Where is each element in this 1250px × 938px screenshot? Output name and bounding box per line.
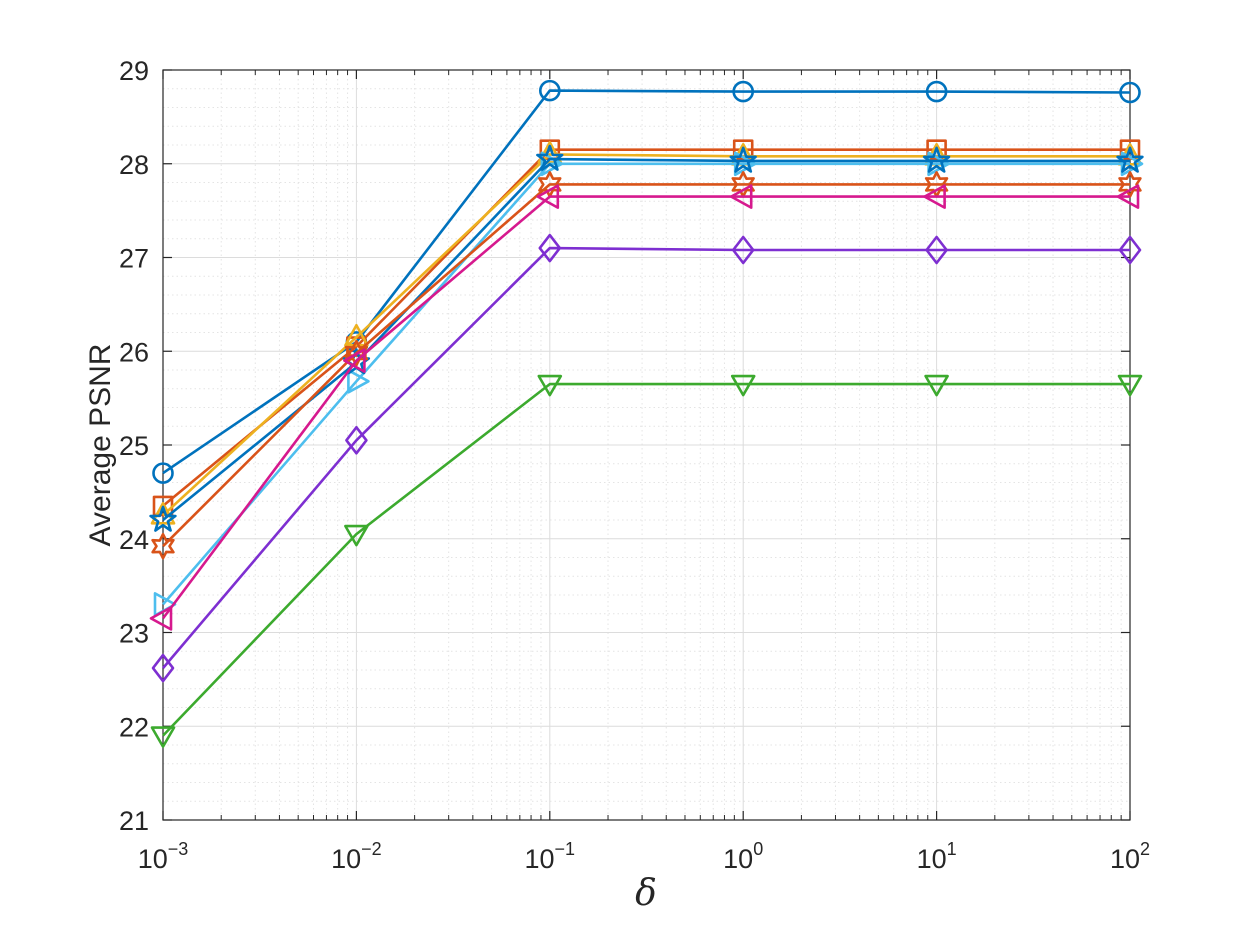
data-point-square	[732, 139, 754, 160]
data-point-pentagram	[1116, 146, 1144, 173]
data-point-triangle-down	[344, 524, 369, 547]
data-point-circle	[538, 79, 561, 102]
y-tick-label: 24	[119, 525, 149, 555]
y-tick-label: 28	[119, 150, 149, 180]
data-point-pentagram	[149, 505, 177, 532]
x-tick-label: 10−2	[331, 839, 382, 874]
data-point-diamond	[151, 653, 175, 683]
series-1	[152, 79, 1141, 484]
series-7	[149, 184, 1140, 631]
data-point-triangle-left	[149, 606, 173, 631]
x-tick-label: 102	[1110, 839, 1150, 874]
data-point-triangle-right	[733, 151, 757, 177]
x-tick-label: 100	[723, 839, 763, 874]
data-point-diamond	[925, 235, 948, 265]
series-line	[162, 183, 1130, 548]
data-point-circle	[925, 80, 948, 103]
data-point-triangle-up	[344, 323, 369, 347]
series-8	[151, 233, 1142, 683]
data-point-triangle-up	[537, 141, 563, 164]
series-line	[162, 89, 1131, 475]
y-tick-label: 23	[119, 619, 149, 649]
data-point-diamond	[1118, 235, 1142, 265]
series-line	[162, 382, 1130, 737]
y-tick-labels: 21 22 23 24 25 26 27 28 29	[119, 56, 149, 836]
data-point-triangle-down	[1117, 374, 1143, 397]
data-point-circle	[152, 462, 174, 484]
data-point-triangle-left	[343, 348, 366, 373]
data-point-square	[1119, 139, 1141, 160]
data-point-triangle-left	[729, 184, 753, 209]
data-point-triangle-up	[150, 501, 176, 525]
data-point-diamond	[538, 233, 562, 263]
series-9	[150, 374, 1143, 748]
series-line	[162, 148, 1130, 507]
series-line	[162, 162, 1130, 606]
data-point-pentagram	[536, 144, 564, 171]
x-tick-labels: 10−3 10−2 10−1 100 101 102	[138, 839, 1150, 874]
x-tick-label: 10−1	[525, 839, 576, 874]
data-point-diamond	[731, 235, 755, 265]
series-line	[162, 157, 1130, 522]
data-point-square	[926, 139, 947, 160]
data-point-triangle-left	[923, 184, 946, 209]
y-axis-label: Average PSNR	[84, 344, 117, 547]
data-point-triangle-right	[1120, 151, 1144, 177]
y-tick-label: 29	[119, 56, 149, 86]
data-point-circle	[732, 80, 755, 103]
y-tick-label: 27	[119, 244, 149, 274]
data-point-diamond	[345, 425, 368, 455]
data-point-triangle-down	[730, 374, 756, 397]
y-tick-label: 21	[119, 806, 149, 836]
y-tick-label: 22	[119, 712, 149, 742]
series-layer	[149, 79, 1144, 748]
series-line	[161, 195, 1130, 620]
data-point-triangle-down	[150, 726, 176, 748]
data-point-circle	[1119, 81, 1141, 104]
x-axis-label: δ	[635, 873, 657, 914]
data-point-triangle-right	[927, 151, 950, 177]
data-point-triangle-right	[347, 368, 370, 394]
data-point-triangle-left	[1116, 184, 1140, 209]
x-tick-label: 10−3	[138, 839, 189, 874]
y-tick-label: 26	[119, 337, 149, 367]
data-point-pentagram	[729, 146, 757, 173]
data-point-pentagram	[922, 146, 951, 173]
data-point-hexagram	[151, 532, 175, 560]
data-point-triangle-down	[924, 374, 949, 397]
data-point-triangle-left	[536, 184, 560, 209]
data-point-hexagram	[344, 339, 369, 367]
series-line	[162, 153, 1130, 517]
x-tick-label: 101	[917, 839, 957, 874]
series-line	[162, 246, 1130, 669]
data-point-triangle-down	[537, 374, 563, 397]
y-tick-label: 25	[119, 431, 149, 461]
